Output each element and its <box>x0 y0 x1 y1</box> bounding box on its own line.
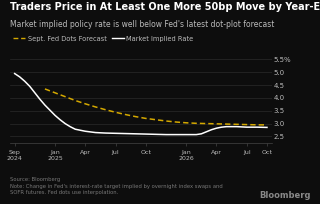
Text: Traders Price in At Least One More 50bp Move by Year-End: Traders Price in At Least One More 50bp … <box>10 2 320 12</box>
Legend: Sept. Fed Dots Forecast, Market Implied Rate: Sept. Fed Dots Forecast, Market Implied … <box>13 36 194 42</box>
Text: Source: Bloomberg
Note: Change in Fed's interest-rate target implied by overnigh: Source: Bloomberg Note: Change in Fed's … <box>10 177 222 195</box>
Text: Market implied policy rate is well below Fed's latest dot-plot forecast: Market implied policy rate is well below… <box>10 20 274 29</box>
Text: Bloomberg: Bloomberg <box>259 191 310 200</box>
